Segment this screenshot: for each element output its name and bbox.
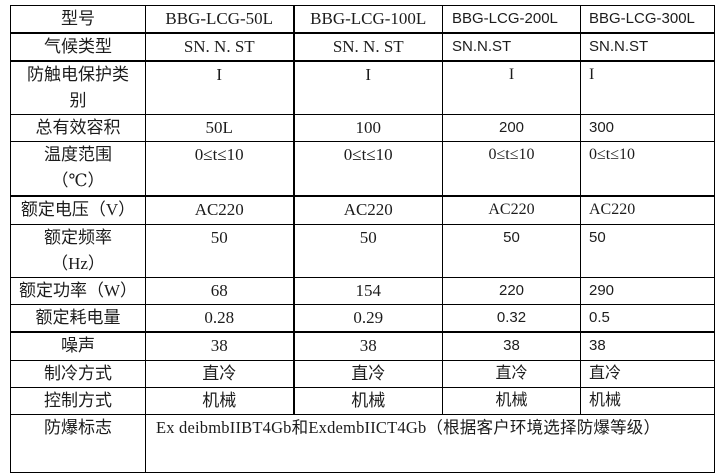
- spec-value: 0≤t≤10: [580, 141, 715, 197]
- table-row-rated-frequency: 额定频率 （Hz） 50 50 50 50: [10, 224, 715, 278]
- spec-value: I: [293, 60, 443, 115]
- spec-value: AC220: [580, 195, 715, 225]
- spec-value: 38: [580, 331, 715, 361]
- table-row-temperature-range: 温度范围 （℃） 0≤t≤10 0≤t≤10 0≤t≤10 0≤t≤10: [10, 141, 715, 197]
- spec-value: 200: [442, 114, 581, 142]
- spec-value: 68: [145, 277, 295, 305]
- spec-value: 100: [293, 114, 443, 142]
- spec-value: 直冷: [145, 359, 295, 388]
- spec-value: 38: [442, 331, 581, 361]
- row-label: 气候类型: [10, 32, 146, 62]
- table-row-model: 型号 BBG-LCG-50L BBG-LCG-100L BBG-LCG-200L…: [10, 5, 715, 34]
- spec-value: 机械: [293, 386, 443, 415]
- spec-value: AC220: [442, 195, 581, 225]
- spec-value: 50: [442, 224, 581, 278]
- row-label: 防爆标志: [10, 413, 146, 473]
- table-row-rated-voltage: 额定电压（V） AC220 AC220 AC220 AC220: [10, 195, 715, 225]
- row-label: 额定功率（W）: [10, 277, 146, 305]
- spec-value: 直冷: [580, 359, 715, 388]
- table-row-explosionproof-mark: 防爆标志 Ex deibmbIIBT4Gb和ExdembIICT4Gb（根据客户…: [10, 413, 715, 473]
- row-label: 额定频率 （Hz）: [10, 224, 146, 278]
- spec-value: 50: [580, 224, 715, 278]
- spec-value: 0≤t≤10: [145, 141, 295, 197]
- row-label: 型号: [10, 5, 146, 34]
- spec-value: 直冷: [293, 359, 443, 388]
- spec-value: 290: [580, 277, 715, 305]
- row-label: 噪声: [10, 331, 146, 361]
- spec-value: 0.32: [442, 304, 581, 333]
- row-label: 温度范围 （℃）: [10, 141, 146, 197]
- table-row-shock-protection-class: 防触电保护类 别 I I I I: [10, 60, 715, 115]
- row-label: 防触电保护类 别: [10, 60, 146, 115]
- spec-value: 220: [442, 277, 581, 305]
- table-row-effective-volume: 总有效容积 50L 100 200 300: [10, 114, 715, 142]
- spec-value: 0.28: [145, 304, 295, 333]
- spec-value: I: [145, 60, 295, 115]
- spec-value: I: [442, 60, 581, 115]
- spec-value: 50: [293, 224, 443, 278]
- spec-value: SN.N.ST: [580, 32, 715, 62]
- table-row-noise: 噪声 38 38 38 38: [10, 331, 715, 361]
- spec-value: 机械: [145, 386, 295, 415]
- spec-value: 154: [293, 277, 443, 305]
- table-row-rated-consumption: 额定耗电量 0.28 0.29 0.32 0.5: [10, 304, 715, 333]
- spec-value: 0≤t≤10: [293, 141, 443, 197]
- spec-value: 50: [145, 224, 295, 278]
- row-label: 额定电压（V）: [10, 195, 146, 225]
- spec-value: 0.29: [293, 304, 443, 333]
- spec-table: 型号 BBG-LCG-50L BBG-LCG-100L BBG-LCG-200L…: [10, 5, 715, 473]
- spec-value: BBG-LCG-200L: [442, 5, 581, 34]
- spec-value: 机械: [442, 386, 581, 415]
- spec-value: 0.5: [580, 304, 715, 333]
- row-label: 额定耗电量: [10, 304, 146, 333]
- table-row-cooling-method: 制冷方式 直冷 直冷 直冷 直冷: [10, 359, 715, 388]
- spec-value: SN.N.ST: [442, 32, 581, 62]
- spec-value: BBG-LCG-300L: [580, 5, 715, 34]
- spec-value: AC220: [293, 195, 443, 225]
- explosionproof-mark-value: Ex deibmbIIBT4Gb和ExdembIICT4Gb（根据客户环境选择防…: [145, 413, 715, 473]
- table-row-climate-type: 气候类型 SN. N. ST SN. N. ST SN.N.ST SN.N.ST: [10, 32, 715, 62]
- spec-value: 50L: [145, 114, 295, 142]
- row-label: 控制方式: [10, 386, 146, 415]
- spec-value: BBG-LCG-100L: [293, 5, 443, 34]
- spec-value: I: [580, 60, 715, 115]
- spec-value: 38: [145, 331, 295, 361]
- spec-value: 直冷: [442, 359, 581, 388]
- row-label: 制冷方式: [10, 359, 146, 388]
- spec-value: SN. N. ST: [293, 32, 443, 62]
- spec-value: 机械: [580, 386, 715, 415]
- table-row-rated-power: 额定功率（W） 68 154 220 290: [10, 277, 715, 305]
- spec-value: 0≤t≤10: [442, 141, 581, 197]
- spec-value: 300: [580, 114, 715, 142]
- spec-value: AC220: [145, 195, 295, 225]
- table-row-control-method: 控制方式 机械 机械 机械 机械: [10, 386, 715, 415]
- spec-value: SN. N. ST: [145, 32, 295, 62]
- spec-value: 38: [293, 331, 443, 361]
- spec-value: BBG-LCG-50L: [145, 5, 295, 34]
- row-label: 总有效容积: [10, 114, 146, 142]
